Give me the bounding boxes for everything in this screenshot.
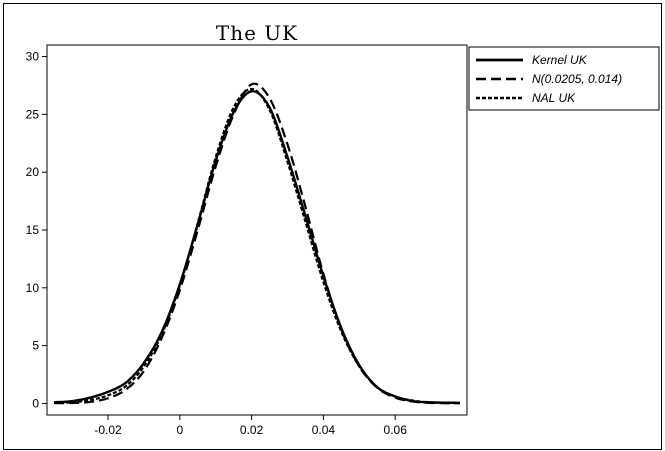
legend: Kernel UK N(0.0205, 0.014) NAL UK <box>468 46 660 111</box>
x-tick-label: 0 <box>176 423 183 437</box>
series-line-3 <box>54 87 460 405</box>
y-tick-label: 20 <box>26 165 40 179</box>
legend-label-3: NAL UK <box>532 91 576 105</box>
y-tick-label: 30 <box>26 50 40 64</box>
plot-area <box>46 44 468 416</box>
x-tick-label: 0.02 <box>240 423 264 437</box>
chart-frame: The UK 0 5 10 15 20 25 30 -0.02 0 0.02 0.04 0.06 Ke… <box>3 3 662 450</box>
line-chart: The UK 0 5 10 15 20 25 30 -0.02 0 0.02 0.04 0.06 Ke… <box>26 21 660 437</box>
series-line-2 <box>54 82 460 405</box>
legend-label-1: Kernel UK <box>532 53 588 67</box>
x-tick-label: 0.06 <box>384 423 408 437</box>
y-tick-label: 0 <box>32 396 39 410</box>
y-tick-label: 10 <box>26 281 40 295</box>
x-tick-label: 0.04 <box>312 423 336 437</box>
y-tick-label: 25 <box>26 107 40 121</box>
series-line-1 <box>54 90 460 405</box>
axis-ticks: 0 5 10 15 20 25 30 -0.02 0 0.02 0.04 0.06 <box>26 50 408 437</box>
y-tick-label: 15 <box>26 223 40 237</box>
y-tick-label: 5 <box>32 339 39 353</box>
x-tick-label: -0.02 <box>94 423 122 437</box>
chart-title: The UK <box>216 21 298 45</box>
series-lines <box>54 82 460 405</box>
legend-label-2: N(0.0205, 0.014) <box>532 72 622 86</box>
